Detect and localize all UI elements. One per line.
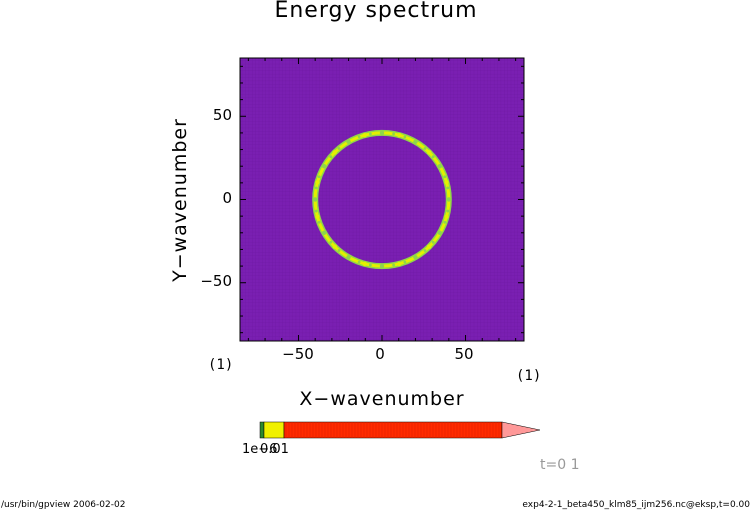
ring-point	[437, 164, 443, 169]
ring-point	[435, 236, 439, 240]
ring-point	[441, 226, 444, 230]
colorbar-segment-green	[259, 421, 265, 439]
colorbar	[259, 421, 541, 439]
y-unit-label: (1)	[208, 357, 234, 373]
ring-point	[447, 203, 450, 207]
ring-point	[443, 175, 447, 179]
y-axis-label: Y−wavenumber	[169, 118, 191, 282]
footer-right: exp4-2-1_beta450_klm85_ijm256.nc@eksp,t=…	[522, 500, 750, 510]
energy-ring	[312, 129, 452, 270]
ring-point	[321, 164, 327, 169]
time-label: t=0 1	[540, 457, 580, 473]
ring-point	[317, 220, 321, 224]
ring-point	[357, 260, 361, 264]
ring-point	[397, 261, 402, 267]
ring-point	[352, 137, 356, 141]
ytick-label: 50	[212, 106, 232, 124]
ring-point	[320, 226, 323, 230]
chart-title: Energy spectrum	[274, 0, 478, 23]
ring-point	[362, 261, 367, 267]
ring-point	[403, 260, 407, 264]
ring-point	[418, 252, 422, 256]
footer-left: /usr/bin/gpview 2006-02-02	[1, 500, 126, 510]
ring-point	[321, 230, 327, 235]
ring-point	[444, 180, 449, 185]
ring-point	[427, 244, 432, 249]
ring-point	[447, 192, 450, 196]
ring-point	[368, 263, 372, 267]
ring-point	[441, 169, 444, 173]
ring-point	[374, 264, 378, 268]
ring-point	[386, 131, 390, 135]
ring-point	[444, 214, 449, 219]
ring-point	[314, 203, 317, 207]
ring-point	[332, 150, 337, 155]
ring-point	[342, 143, 346, 147]
ring-point	[368, 132, 372, 136]
ring-point	[443, 220, 447, 224]
ring-point	[379, 263, 385, 269]
ring-point	[315, 214, 320, 219]
ring-point	[446, 197, 452, 202]
ring-point	[446, 186, 450, 190]
ring-point	[312, 197, 318, 202]
colorbar-segment-yellow	[263, 421, 285, 439]
ring-point	[413, 139, 418, 145]
ring-point	[352, 258, 356, 262]
ring-point	[427, 150, 432, 155]
heatmap-background	[239, 57, 525, 342]
ring-point	[314, 186, 318, 190]
ring-point	[325, 159, 329, 163]
ring-point	[379, 130, 385, 136]
ring-point	[362, 132, 367, 138]
ytick-label: −50	[200, 272, 232, 290]
ring-point	[325, 236, 329, 240]
ring-point	[314, 192, 317, 196]
ring-point	[317, 175, 321, 179]
xtick-label: 0	[375, 345, 385, 363]
ring-point	[337, 147, 341, 150]
colorbar-label: 0.01	[260, 442, 289, 457]
ring-point	[431, 240, 435, 244]
ring-point	[342, 252, 346, 256]
ring-point	[413, 254, 418, 260]
ring-point	[337, 249, 341, 252]
ring-point	[408, 258, 412, 262]
colorbar-extend-arrow	[501, 421, 541, 439]
ring-point	[329, 240, 333, 244]
ytick-label: 0	[222, 189, 232, 207]
ring-point	[431, 155, 435, 159]
ring-point	[346, 139, 351, 145]
colorbar-label: 1e−6	[242, 442, 278, 457]
ring-point	[346, 254, 351, 260]
ring-point	[314, 209, 318, 213]
ring-point	[423, 249, 427, 252]
ring-point	[403, 135, 407, 139]
ring-point	[446, 209, 450, 213]
ring-point	[437, 230, 443, 235]
xtick-label: −50	[282, 345, 314, 363]
x-axis-label: X−wavenumber	[299, 388, 465, 410]
ring-point	[392, 263, 396, 267]
ring-point	[435, 159, 439, 163]
ring-point	[408, 137, 412, 141]
ring-point	[374, 131, 378, 135]
x-unit-label: (1)	[516, 368, 542, 384]
ring-point	[418, 143, 422, 147]
ring-point	[329, 155, 333, 159]
xtick-label: 50	[454, 345, 474, 363]
ring-point	[397, 132, 402, 138]
ring-point	[386, 264, 390, 268]
axis-ticks	[240, 58, 524, 341]
ring-point	[423, 147, 427, 150]
ring-point	[332, 244, 337, 249]
ring-point	[392, 132, 396, 136]
ring-point	[320, 169, 323, 173]
ring-point	[315, 180, 320, 185]
ring-point	[357, 135, 361, 139]
